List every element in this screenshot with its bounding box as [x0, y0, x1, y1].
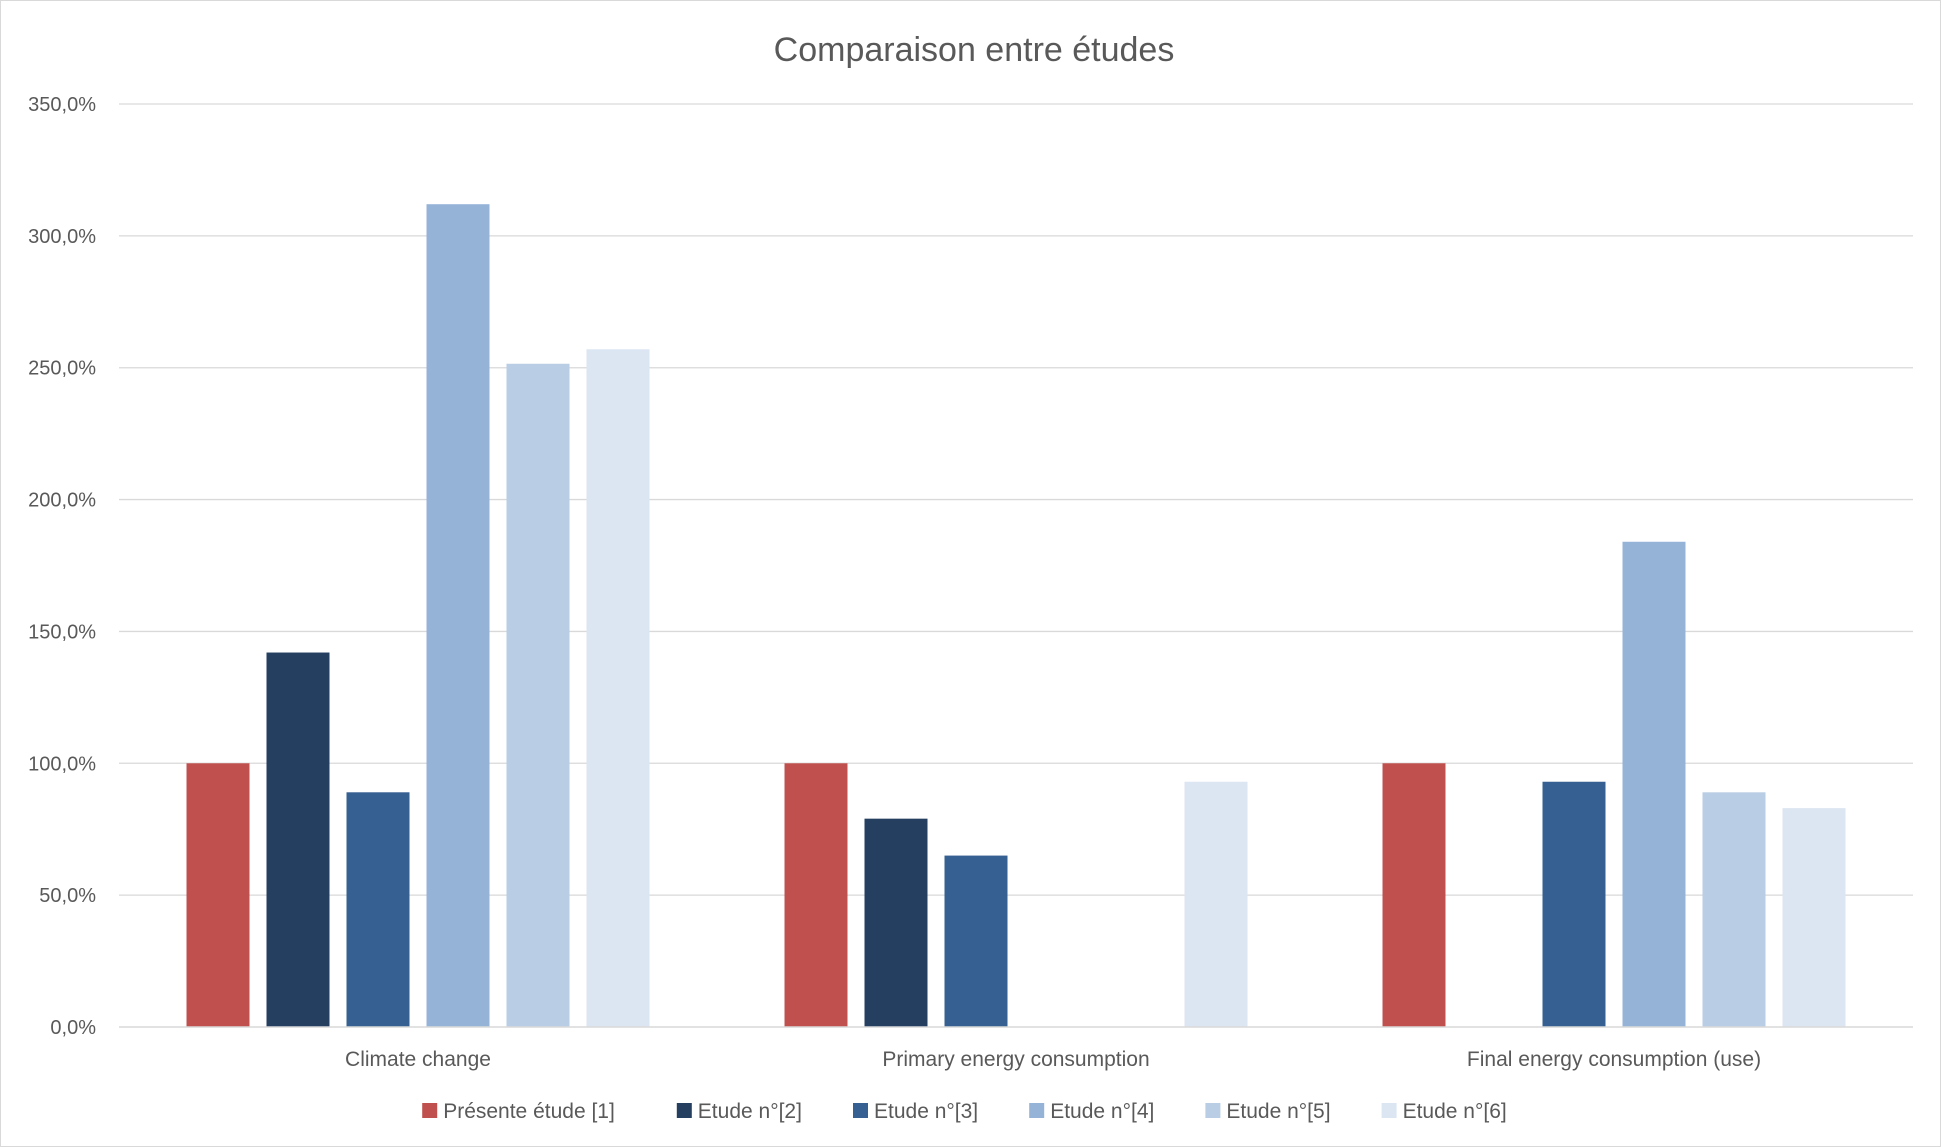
x-category-label: Primary energy consumption [882, 1048, 1149, 1071]
bar [506, 363, 570, 1028]
y-tick-label: 50,0% [39, 885, 96, 907]
bar [346, 792, 410, 1027]
gridlines [119, 103, 1913, 896]
bar [586, 349, 650, 1027]
x-category-label: Final energy consumption (use) [1467, 1048, 1761, 1071]
legend-swatch [422, 1103, 438, 1118]
x-category-label: Climate change [345, 1048, 491, 1071]
legend-swatch [1029, 1103, 1045, 1118]
bar [1382, 763, 1446, 1027]
legend-item: Etude n°[2] [676, 1100, 802, 1123]
legend-swatch [853, 1103, 868, 1118]
bar [426, 204, 490, 1027]
legend-swatch [1205, 1103, 1221, 1118]
legend-label: Présente étude [1] [443, 1100, 615, 1123]
y-tick-label: 150,0% [28, 621, 96, 643]
bar [266, 652, 330, 1027]
y-axis-ticks: 0,0% 50,0% 100,0% 150,0% 200,0% 250,0% 300,0% 3… [28, 94, 96, 1039]
legend-swatch [1381, 1103, 1397, 1118]
x-axis-categories: Climate change Primary energy consumption… [345, 1048, 1761, 1071]
legend-item: Etude n°[4] [1029, 1100, 1154, 1123]
bar [1542, 781, 1606, 1027]
legend-item: Etude n°[3] [853, 1100, 978, 1123]
y-tick-label: 100,0% [28, 753, 96, 775]
bar [1184, 781, 1248, 1027]
bar [1782, 808, 1846, 1027]
bar [864, 818, 928, 1027]
bar [784, 763, 848, 1027]
legend: Présente étude [1] Etude n°[2] Etude n°[3]… [422, 1100, 1507, 1123]
legend-label: Etude n°[6] [1403, 1100, 1507, 1123]
bar [1622, 541, 1686, 1027]
y-tick-label: 350,0% [28, 94, 96, 116]
legend-item: Etude n°[5] [1205, 1100, 1331, 1123]
legend-item: Présente étude [1] [422, 1100, 615, 1123]
y-tick-label: 0,0% [50, 1017, 96, 1039]
y-tick-label: 300,0% [28, 226, 96, 248]
legend-label: Etude n°[5] [1226, 1100, 1330, 1123]
legend-label: Etude n°[3] [874, 1100, 978, 1123]
y-tick-label: 200,0% [28, 490, 96, 512]
bars [186, 204, 1846, 1028]
chart-title: Comparaison entre études [774, 31, 1175, 69]
bar [1702, 792, 1766, 1027]
legend-item: Etude n°[6] [1381, 1100, 1507, 1123]
y-tick-label: 250,0% [28, 358, 96, 380]
legend-label: Etude n°[4] [1050, 1100, 1154, 1123]
bar [186, 763, 250, 1027]
legend-label: Etude n°[2] [698, 1100, 802, 1123]
legend-swatch [676, 1103, 692, 1118]
bar [944, 855, 1008, 1027]
